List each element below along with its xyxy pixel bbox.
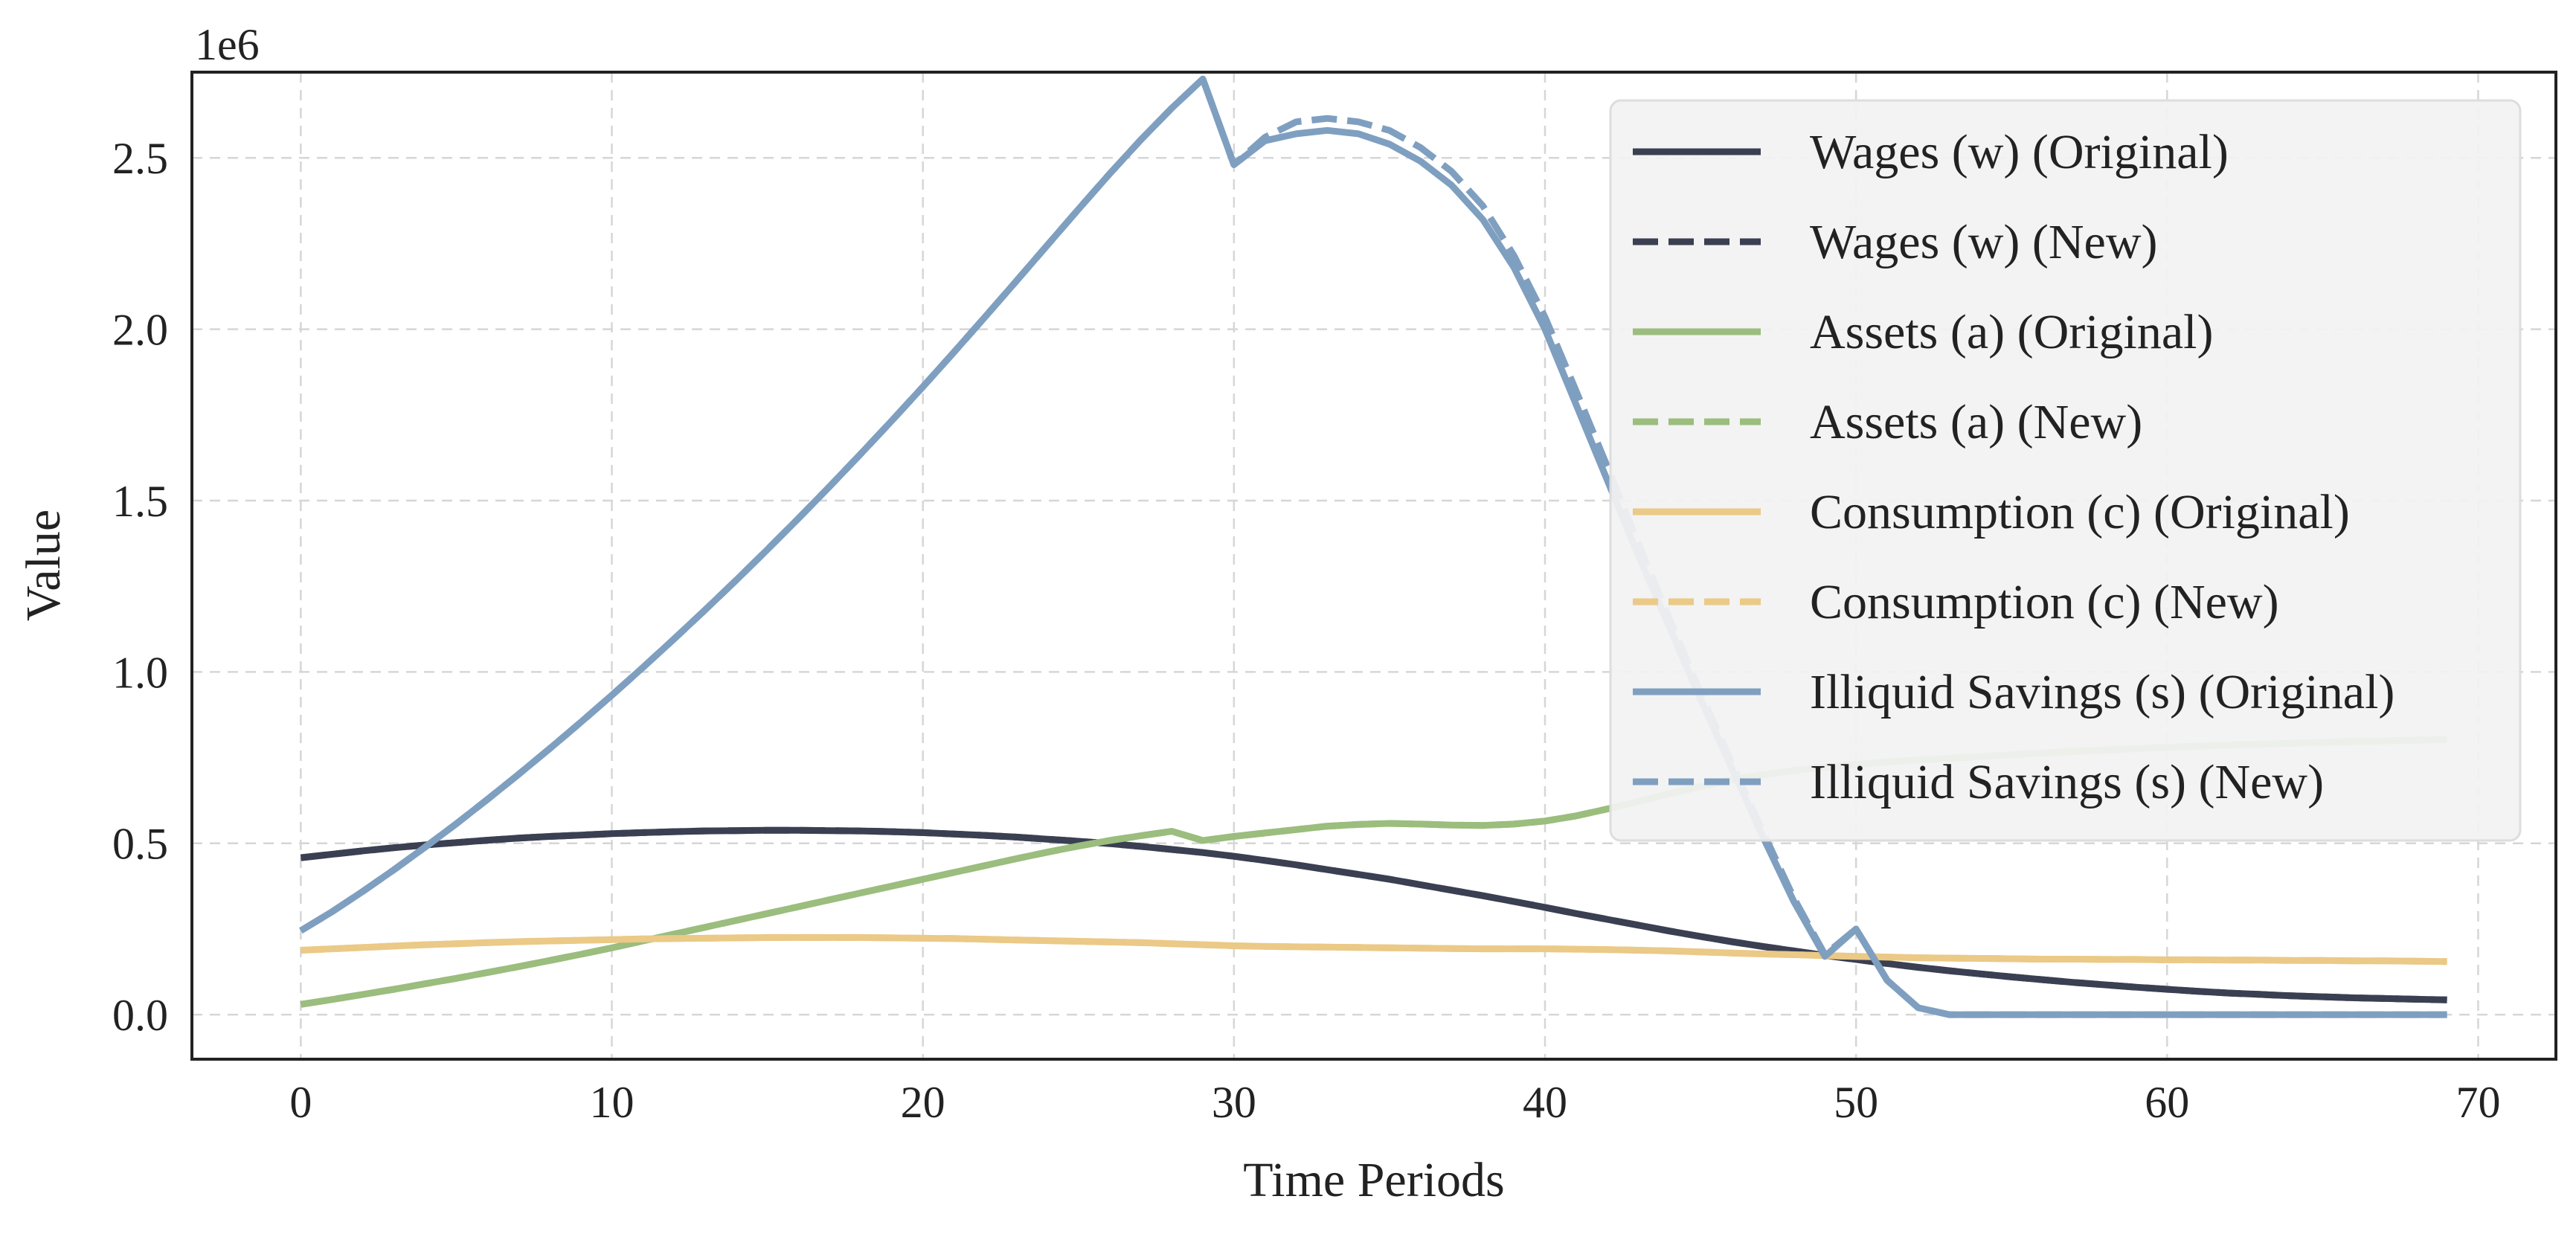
x-tick-label: 70 [2455,1078,2500,1127]
x-tick-label: 40 [1523,1078,1567,1127]
axis-ticks: 0 10 20 30 40 50 60 70 0.0 0.5 1.0 1.5 2.0 2.5 [112,134,2500,1127]
legend-label: Consumption (c) (New) [1810,575,2279,629]
x-tick-label: 0 [289,1078,312,1127]
x-tick-label: 30 [1212,1078,1256,1127]
legend-label: Illiquid Savings (s) (New) [1810,755,2324,809]
x-axis-title: Time Periods [1243,1153,1504,1207]
x-tick-label: 20 [901,1078,945,1127]
x-tick-label: 50 [1834,1078,1878,1127]
series-line-consumption-c-new [301,933,2447,965]
y-tick-label: 0.5 [112,820,168,869]
legend: Wages (w) (Original) Wages (w) (New) Asset… [1609,99,2522,842]
series-line-illiquid-savings-s-new [299,75,2447,1018]
legend-label: Wages (w) (Original) [1810,125,2229,179]
legend-label: Assets (a) (New) [1810,395,2142,449]
series-line-wages-w-original [300,826,2447,1003]
legend-label: Assets (a) (Original) [1810,305,2214,359]
y-tick-label: 1.5 [112,477,168,526]
legend-label: Illiquid Savings (s) (Original) [1810,665,2394,719]
series-line-wages-w-new [300,826,2447,1003]
series-lines [299,75,2447,1018]
y-tick-label: 1.0 [112,648,168,697]
y-offset-label: 1e6 [195,20,260,69]
legend-label: Wages (w) (New) [1810,215,2157,269]
legend-label: Consumption (c) (Original) [1810,485,2350,539]
x-tick-label: 60 [2145,1078,2189,1127]
plot-frame [190,71,2557,1061]
x-tick-label: 10 [590,1078,635,1127]
y-tick-label: 2.5 [112,134,168,183]
legend-box [1609,99,2522,842]
y-axis-title: Value [16,510,71,621]
y-tick-label: 0.0 [112,991,168,1040]
y-tick-label: 2.0 [112,306,168,355]
